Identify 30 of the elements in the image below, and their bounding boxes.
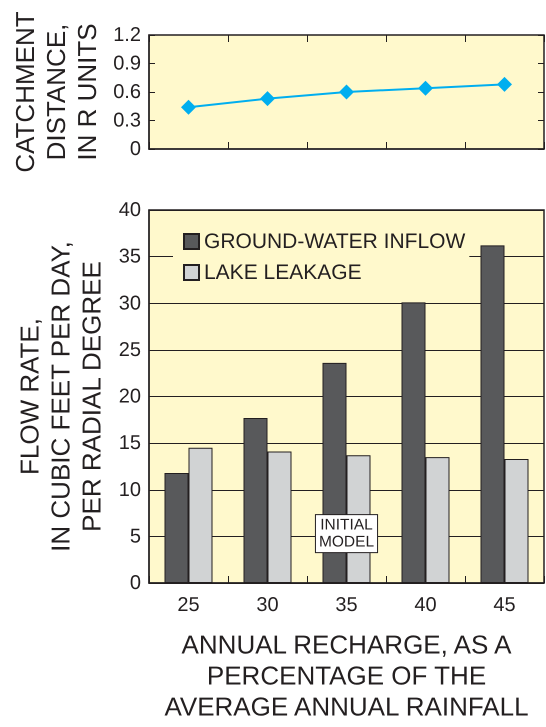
y-tick-label: 0 bbox=[130, 138, 141, 160]
point bbox=[339, 84, 354, 100]
annotation: INITIAL MODEL bbox=[318, 516, 374, 551]
x-tick-label: 40 bbox=[414, 594, 437, 616]
legend-label: GROUND-WATER INFLOW bbox=[204, 230, 466, 253]
point bbox=[418, 80, 433, 96]
y-tick-label: 30 bbox=[118, 292, 141, 314]
y-tick-label: 35 bbox=[118, 246, 141, 268]
y-axis-title: CATCHMENT DISTANCE, IN R UNITS bbox=[10, 11, 102, 173]
y-tick-label: 0.6 bbox=[113, 81, 141, 103]
x-tick-label: 25 bbox=[177, 594, 200, 616]
y-tick-label: 10 bbox=[118, 478, 141, 501]
x-axis-title: ANNUAL RECHARGE, AS A PERCENTAGE OF THE AVERAGE ANNUAL RAINFALL bbox=[164, 630, 529, 722]
y-tick-label: 5 bbox=[130, 525, 141, 548]
point bbox=[260, 91, 275, 106]
y-tick-label: 0.3 bbox=[113, 110, 141, 132]
y-tick-label: 25 bbox=[118, 338, 141, 361]
y-tick-label: 0 bbox=[130, 572, 141, 594]
x-tick-label: 35 bbox=[335, 594, 358, 616]
y-tick-label: 1.2 bbox=[113, 24, 141, 46]
x-tick-label: 45 bbox=[493, 594, 516, 616]
y-tick-label: 20 bbox=[118, 386, 141, 408]
y-axis-title: FLOW RATE, IN CUBIC FEET PER DAY, PER RADIAL DEGREE bbox=[14, 241, 106, 552]
y-tick-label: 40 bbox=[118, 199, 141, 221]
point bbox=[497, 76, 512, 92]
point bbox=[181, 100, 196, 115]
legend-label: LAKE LEAKAGE bbox=[204, 261, 362, 284]
y-tick-label: 15 bbox=[118, 432, 141, 454]
x-tick-label: 30 bbox=[256, 594, 279, 616]
y-tick-label: 0.9 bbox=[113, 52, 141, 74]
